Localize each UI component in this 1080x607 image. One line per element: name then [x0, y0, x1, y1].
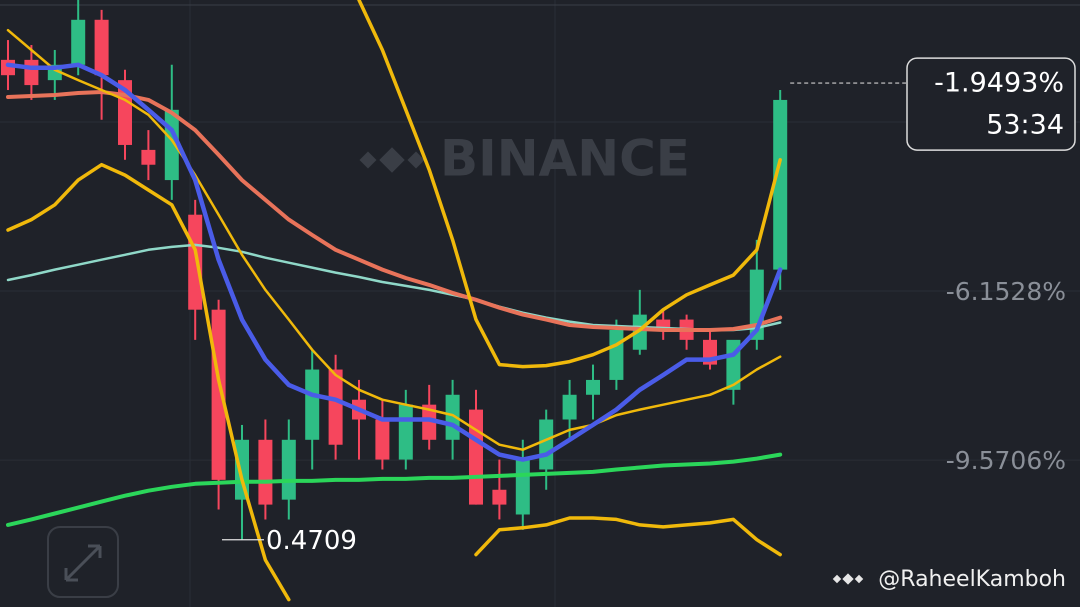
author-text: @RaheelKamboh: [878, 567, 1066, 592]
candle-body: [305, 369, 320, 440]
y-tick-label: -6.1528%: [946, 277, 1066, 306]
candle-body: [515, 459, 530, 515]
candle-body: [24, 59, 39, 86]
indicator-line: [357, 0, 782, 369]
candle-body: [258, 439, 273, 505]
low-label: 0.4709: [266, 526, 357, 556]
candle-body: [71, 19, 86, 65]
candle-body: [328, 369, 343, 445]
y-tick-label: -9.5706%: [946, 446, 1066, 475]
candle-body: [773, 99, 788, 270]
candle-body: [656, 319, 671, 330]
expand-icon: [64, 544, 102, 582]
candle-body: [235, 439, 249, 500]
watermark: BINANCE: [359, 130, 690, 188]
indicator-line: [6, 452, 783, 527]
indicator-line: [6, 162, 782, 602]
indicator-line: [6, 28, 782, 451]
candle-body: [398, 404, 413, 460]
candle-body: [94, 19, 109, 76]
price-label: -1.9493%: [934, 68, 1064, 99]
indicator-line: [5, 62, 783, 462]
candle-body: [375, 419, 390, 460]
candle-body: [469, 409, 483, 505]
candle-body: [422, 404, 437, 440]
candle-body: [632, 314, 647, 350]
watermark-text: BINANCE: [440, 130, 690, 188]
candle-body: [492, 489, 507, 505]
candle-body: [539, 419, 554, 470]
candle-body: [586, 379, 600, 395]
candle-body: [562, 394, 577, 420]
candle-body: [141, 149, 156, 165]
expand-frame[interactable]: [47, 526, 119, 598]
expand-button[interactable]: [47, 526, 119, 598]
countdown: 53:34: [986, 110, 1064, 141]
price-box: [906, 57, 1076, 151]
candle-body: [281, 439, 296, 500]
candle-body: [609, 329, 624, 380]
candle-body: [188, 214, 203, 310]
